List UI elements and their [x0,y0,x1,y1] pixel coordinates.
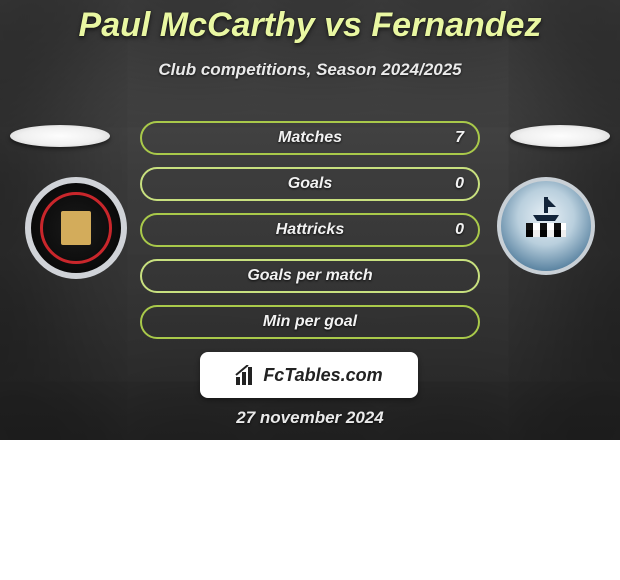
right-club-crest [497,177,595,275]
stat-label: Goals per match [142,267,478,285]
stat-row-min-per-goal: Min per goal [140,305,480,339]
stat-right-value: 0 [455,175,464,193]
comparison-card: Paul McCarthy vs Fernandez Club competit… [0,0,620,440]
page-title: Paul McCarthy vs Fernandez [0,6,620,45]
stat-label: Hattricks [142,221,478,239]
site-brand-label: FcTables.com [263,365,382,386]
checker-icon [526,223,566,237]
ship-icon [531,195,561,221]
page-subtitle: Club competitions, Season 2024/2025 [0,60,620,80]
site-brand[interactable]: FcTables.com [200,352,418,398]
right-name-oval [510,125,610,147]
stat-right-value: 7 [455,129,464,147]
crest-left-label [31,183,121,273]
stat-row-matches: Matches7 [140,121,480,155]
bars-icon [235,365,257,385]
stat-right-value: 0 [455,221,464,239]
left-name-oval [10,125,110,147]
stat-label: Min per goal [142,313,478,331]
stat-row-goals-per-match: Goals per match [140,259,480,293]
stat-row-hattricks: Hattricks0 [140,213,480,247]
date-text: 27 november 2024 [0,408,620,428]
left-club-crest [25,177,127,279]
stat-row-goals: Goals0 [140,167,480,201]
stat-label: Matches [142,129,478,147]
stat-label: Goals [142,175,478,193]
